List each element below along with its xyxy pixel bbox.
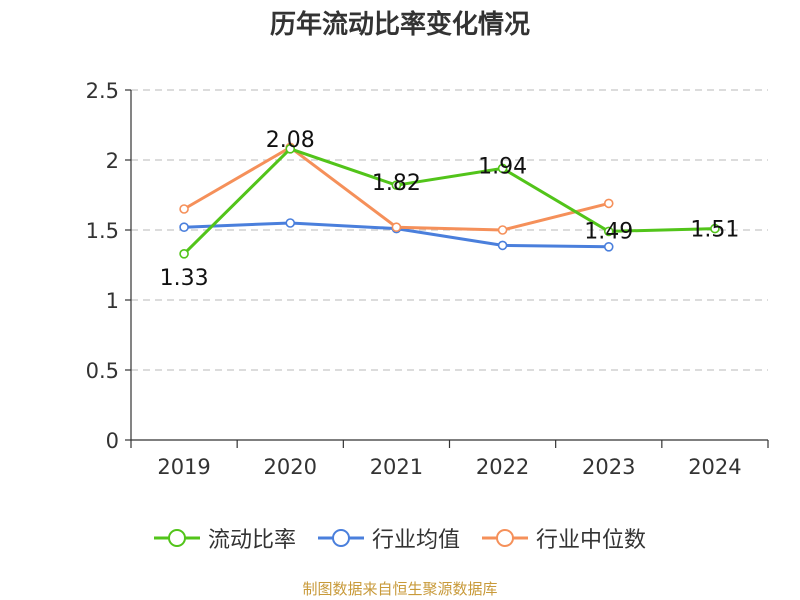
data-point — [391, 180, 402, 190]
legend-item[interactable]: 行业均值 — [317, 522, 460, 554]
legend-label: 流动比率 — [207, 528, 296, 553]
data-label: 2.08 — [266, 128, 315, 153]
y-tick-label: 2 — [106, 149, 119, 173]
data-point — [285, 218, 296, 228]
legend-item[interactable]: 行业中位数 — [482, 522, 646, 554]
y-tick-label: 2.5 — [86, 79, 119, 103]
x-tick-label: 2019 — [157, 455, 210, 479]
data-point — [179, 249, 189, 259]
series-layer — [179, 142, 720, 259]
x-tick-label: 2020 — [264, 455, 317, 479]
x-tick-label: 2021 — [370, 455, 423, 479]
legend: 流动比率 行业均值 行业中位数 — [0, 518, 800, 558]
x-tick-label: 2023 — [582, 455, 635, 479]
data-point — [497, 240, 508, 251]
x-tick-label: 2022 — [476, 455, 529, 479]
legend-swatch — [482, 529, 528, 547]
data-point — [710, 223, 720, 234]
series-line-0 — [183, 147, 715, 255]
data-point — [285, 144, 296, 154]
source-note: 制图数据来自恒生聚源数据库 — [302, 580, 498, 598]
data-point — [603, 226, 614, 237]
legend-item[interactable]: 流动比率 — [153, 522, 296, 554]
legend-swatch-marker — [331, 529, 350, 547]
data-point — [497, 225, 508, 235]
data-point — [391, 222, 402, 232]
legend-label: 行业中位数 — [536, 528, 647, 553]
data-point — [179, 204, 189, 214]
y-tick-label: 0 — [106, 429, 119, 453]
legend-swatch — [317, 529, 364, 547]
data-label: 1.49 — [584, 219, 633, 244]
legend-swatch — [153, 529, 200, 547]
data-label: 1.94 — [478, 154, 527, 179]
data-point — [603, 198, 614, 209]
data-label: 1.33 — [160, 266, 209, 291]
axis-layer: 0 0.5 1 1.5 2 2.5 2019 2020 2021 2022 2023 2024 — [86, 79, 769, 479]
y-tick-label: 0.5 — [86, 359, 119, 383]
legend-swatch-marker — [167, 529, 186, 547]
legend-swatch-marker — [496, 529, 514, 547]
legend-label: 行业均值 — [371, 528, 460, 553]
data-point — [603, 242, 614, 252]
data-point — [179, 222, 189, 232]
y-tick-label: 1 — [106, 289, 119, 313]
data-point — [497, 163, 508, 174]
chart-title: 历年流动比率变化情况 — [269, 10, 530, 40]
data-label-layer: 1.33 2.08 1.82 1.94 1.49 1.51 — [160, 128, 740, 291]
x-tick-label: 2024 — [688, 455, 741, 479]
data-label: 1.82 — [372, 171, 421, 196]
y-tick-label: 1.5 — [86, 219, 119, 243]
data-label: 1.51 — [690, 218, 739, 243]
